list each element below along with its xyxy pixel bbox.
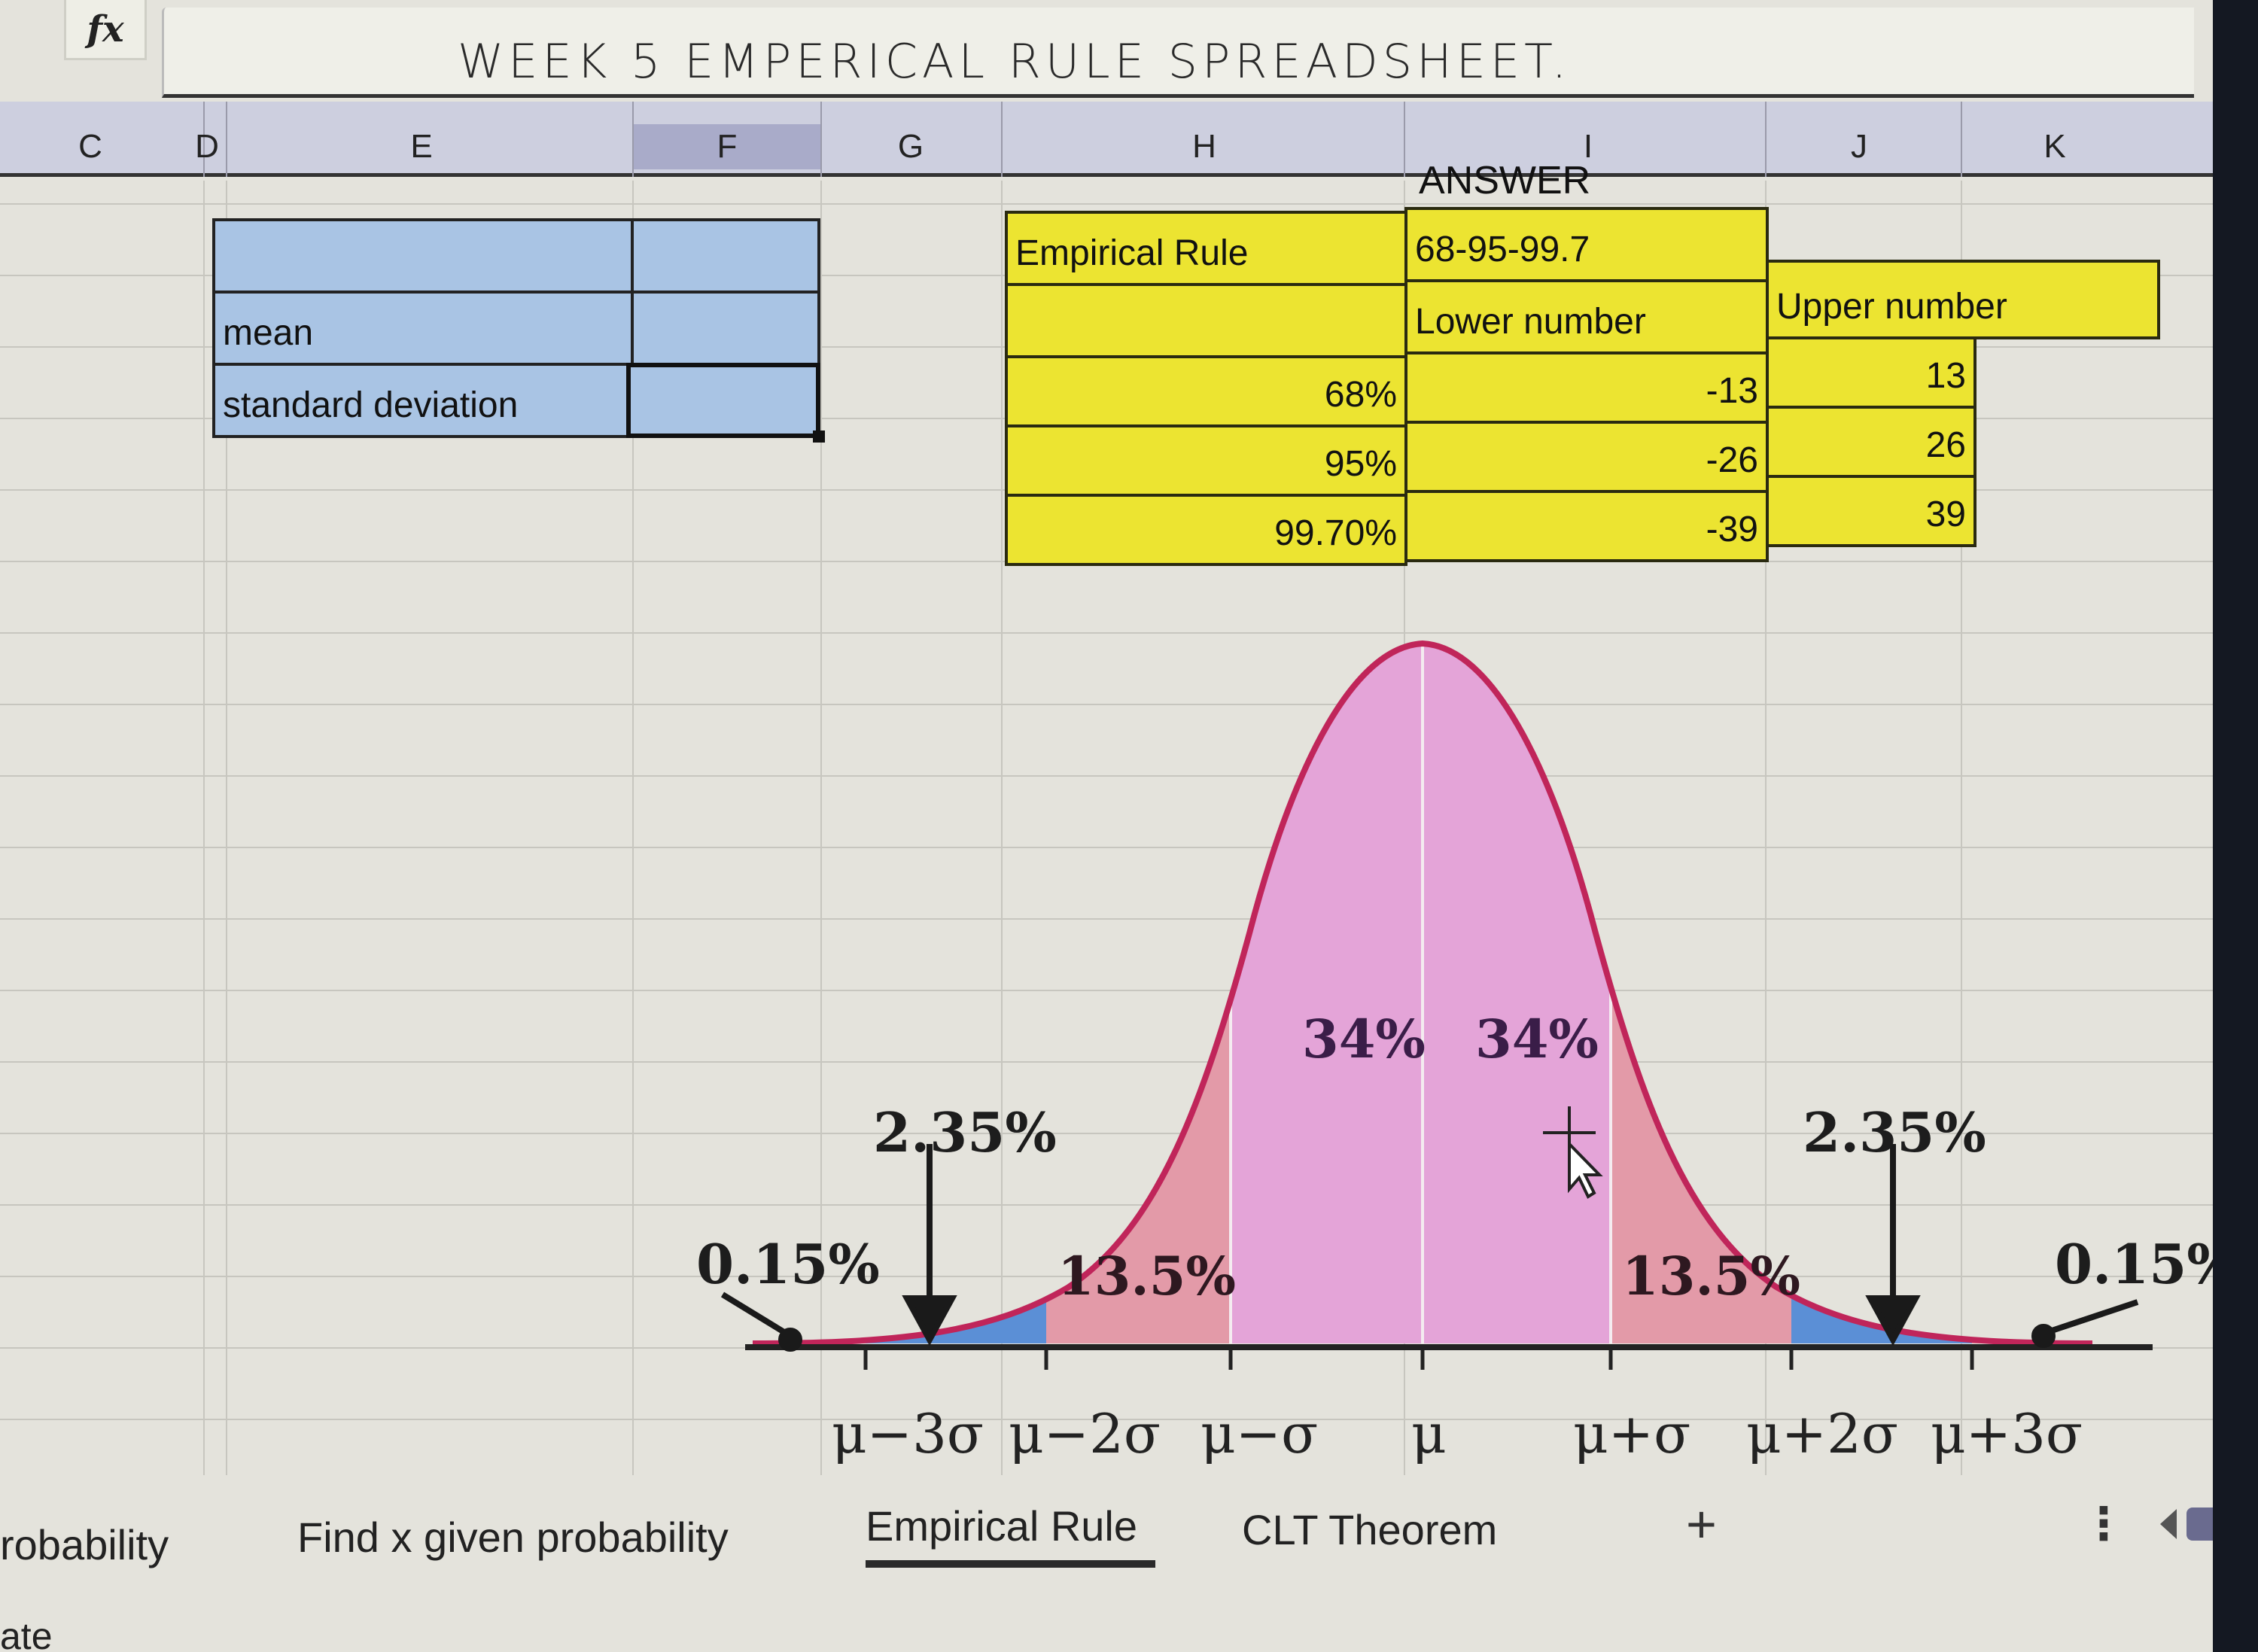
column-header-g[interactable]: G — [897, 128, 924, 165]
two-sigma-right-region — [1791, 643, 1972, 1343]
sheet-tab-bar: robability Find x given probability Empi… — [0, 1479, 2213, 1577]
column-header-row: C D E F G H I J K — [0, 102, 2213, 177]
column-header-d[interactable]: D — [195, 128, 219, 165]
column-separator[interactable] — [820, 102, 822, 177]
column-separator[interactable] — [632, 102, 634, 177]
column-separator[interactable] — [1765, 102, 1767, 177]
bell-curve-svg: 34% 34% 13.5% 13.5% 2.35% 2.35% 0.15% 0.… — [696, 640, 2213, 1465]
column-separator[interactable] — [1001, 102, 1003, 177]
std-dev-label-cell[interactable]: standard deviation — [212, 363, 634, 438]
tail-left-label: 0.15% — [696, 1232, 880, 1296]
axis-ticks — [863, 1347, 1974, 1370]
tail-right-label: 0.15% — [2055, 1232, 2213, 1296]
fill-handle[interactable] — [813, 430, 825, 443]
tick-label-mu: μ — [1411, 1402, 1447, 1465]
upper-99-7-cell[interactable]: 39 — [1766, 475, 1977, 547]
upper-95-cell[interactable]: 26 — [1766, 406, 1977, 478]
empirical-rule-value-cell[interactable]: 68-95-99.7 — [1404, 207, 1769, 282]
pct-99-7-cell[interactable]: 99.70% — [1005, 494, 1407, 566]
column-header-j[interactable]: J — [1851, 128, 1867, 165]
empirical-rule-chart[interactable]: 34% 34% 13.5% 13.5% 2.35% 2.35% 0.15% 0.… — [677, 617, 2213, 1468]
move-cursor-icon — [1543, 1106, 1603, 1199]
two-left-label: 2.35% — [873, 1100, 1057, 1164]
add-sheet-button[interactable]: + — [1686, 1495, 1717, 1553]
formula-bar[interactable]: WEEK 5 EMPERICAL RULE SPREADSHEET. — [162, 8, 2194, 98]
input-label-cell[interactable] — [212, 218, 634, 294]
column-separator[interactable] — [1961, 102, 1962, 177]
formula-content: WEEK 5 EMPERICAL RULE SPREADSHEET. — [458, 34, 1572, 89]
lower-68-cell[interactable]: -13 — [1404, 351, 1769, 424]
two-sigma-left-region — [866, 643, 1046, 1343]
mean-label-cell[interactable]: mean — [212, 291, 634, 366]
bell-curve-line — [752, 640, 2093, 1346]
horizontal-scrollbar[interactable] — [2186, 1507, 2213, 1541]
column-header-k[interactable]: K — [2043, 128, 2066, 165]
tab-find-x-given-probability[interactable]: Find x given probability — [297, 1514, 729, 1561]
column-header-i[interactable]: I — [1583, 128, 1593, 165]
function-icon[interactable]: fx — [64, 0, 147, 60]
annotation-arrows — [720, 1144, 2139, 1352]
column-header-c[interactable]: C — [78, 128, 102, 165]
tab-clt-theorem[interactable]: CLT Theorem — [1242, 1506, 1498, 1553]
one-two-sigma-right-region — [1611, 643, 1791, 1343]
thirteen-right-label: 13.5% — [1622, 1245, 1800, 1307]
more-sheets-button[interactable]: ⋮ — [2081, 1498, 2126, 1549]
tab-empirical-rule[interactable]: Empirical Rule — [866, 1502, 1137, 1550]
tick-label-m3: μ−3σ — [832, 1402, 984, 1465]
tab-probability[interactable]: robability — [0, 1521, 169, 1568]
column-header-f[interactable]: F — [634, 124, 820, 169]
active-tab-underline — [866, 1560, 1155, 1568]
scroll-left-icon[interactable] — [2160, 1509, 2177, 1539]
tick-label-p3: μ+3σ — [1931, 1402, 2083, 1465]
lower-95-cell[interactable]: -26 — [1404, 421, 1769, 493]
column-separator[interactable] — [1404, 102, 1405, 177]
status-bar-text: ate — [0, 1615, 53, 1652]
pct-95-cell[interactable]: 95% — [1005, 424, 1407, 497]
center-left-label: 34% — [1302, 1008, 1426, 1070]
tick-label-p2: μ+2σ — [1746, 1402, 1898, 1465]
tick-label-m2: μ−2σ — [1009, 1402, 1161, 1465]
column-header-e[interactable]: E — [410, 128, 433, 165]
thirteen-left-label: 13.5% — [1057, 1245, 1236, 1307]
upper-68-cell[interactable]: 13 — [1766, 336, 1977, 409]
std-dev-value-cell[interactable] — [626, 363, 820, 438]
empirical-rule-label-cell[interactable]: Empirical Rule — [1005, 211, 1407, 286]
mean-value-cell[interactable] — [631, 291, 820, 366]
lower-number-header[interactable]: Lower number — [1404, 279, 1769, 354]
blank-yellow-cell[interactable] — [1005, 283, 1407, 358]
tick-label-m1: μ−σ — [1201, 1402, 1318, 1465]
two-right-label: 2.35% — [1803, 1100, 1986, 1164]
one-two-sigma-left-region — [1046, 643, 1231, 1343]
pct-68-cell[interactable]: 68% — [1005, 355, 1407, 427]
upper-number-header[interactable]: Upper number — [1766, 260, 2160, 339]
lower-99-7-cell[interactable]: -39 — [1404, 490, 1769, 562]
tick-label-p1: μ+σ — [1573, 1402, 1690, 1465]
input-value-cell[interactable] — [631, 218, 820, 294]
answer-header: ANSWER — [1419, 159, 1591, 202]
column-header-h[interactable]: H — [1192, 128, 1216, 165]
column-separator[interactable] — [203, 102, 205, 177]
column-separator[interactable] — [226, 102, 227, 177]
center-right-label: 34% — [1475, 1008, 1599, 1070]
